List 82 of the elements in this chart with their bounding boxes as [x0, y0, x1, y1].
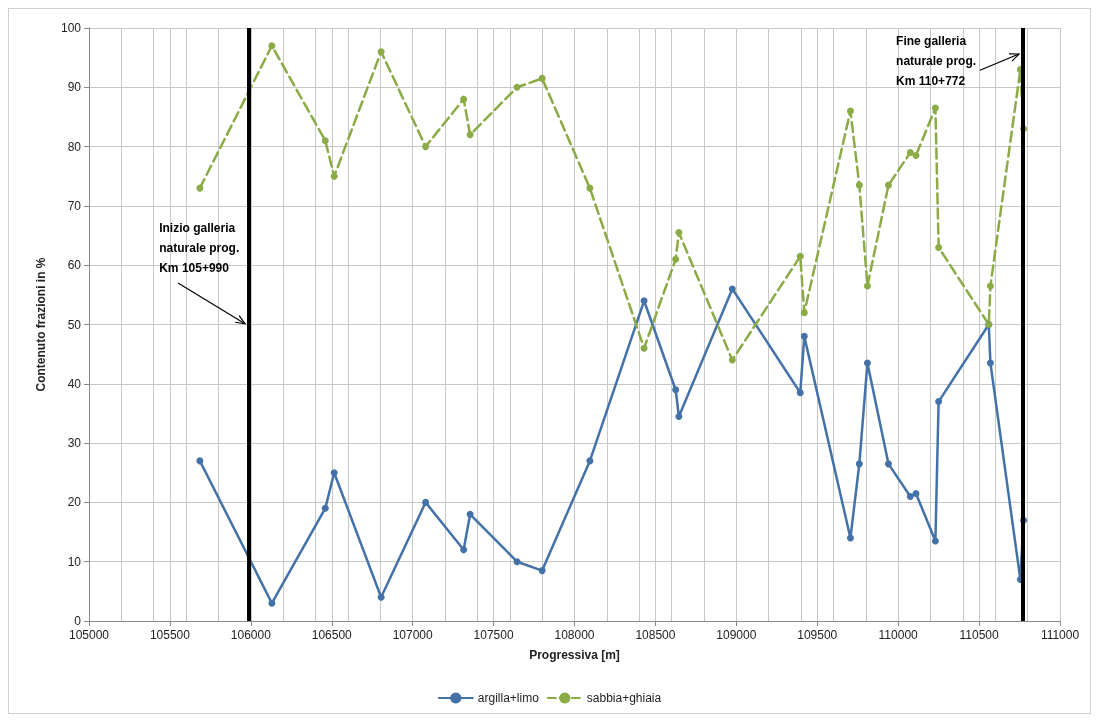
point: [330, 172, 338, 180]
y-tick-label: 0: [74, 614, 82, 628]
ref-line-label: Fine galleria naturale prog. Km 110+772: [896, 33, 977, 88]
point: [513, 83, 521, 91]
point: [640, 344, 648, 352]
point: [672, 386, 680, 394]
y-tick-label: 50: [67, 317, 82, 332]
point: [460, 546, 468, 554]
point: [321, 504, 329, 512]
point: [796, 389, 804, 397]
point: [422, 498, 430, 506]
point: [931, 104, 939, 112]
point: [855, 460, 863, 468]
point: [513, 558, 521, 566]
y-tick-label: 60: [67, 258, 82, 273]
point: [935, 398, 943, 406]
point: [728, 285, 736, 293]
point: [863, 282, 871, 290]
point: [640, 297, 648, 305]
point: [912, 152, 920, 159]
y-tick-label: 80: [67, 139, 82, 154]
point: [377, 48, 385, 56]
x-tick-label: 110500: [959, 628, 999, 642]
point: [884, 460, 892, 468]
point: [268, 599, 276, 607]
point: [800, 332, 808, 340]
point: [538, 567, 546, 575]
point: [846, 107, 854, 115]
legend-label: argilla+limo: [477, 691, 540, 705]
point: [986, 282, 994, 290]
x-tick-label: 106000: [230, 628, 272, 642]
point: [672, 255, 680, 263]
y-tick-label: 70: [67, 198, 82, 213]
x-tick-label: 108500: [635, 628, 676, 642]
point: [796, 252, 804, 260]
point: [931, 537, 939, 545]
point: [935, 243, 943, 251]
point: [675, 412, 683, 420]
point: [855, 181, 863, 189]
y-tick-label: 40: [67, 376, 82, 391]
legend-label: sabbia+ghiaia: [586, 691, 662, 705]
point: [906, 492, 914, 500]
y-tick-label: 10: [67, 554, 82, 569]
point: [466, 131, 474, 139]
point: [846, 534, 854, 542]
x-tick-label: 111000: [1040, 628, 1080, 642]
point: [196, 184, 204, 192]
point: [884, 181, 892, 189]
x-tick-label: 108000: [554, 628, 595, 642]
x-tick-label: 109000: [716, 628, 757, 642]
y-tick-label: 90: [67, 80, 82, 95]
x-tick-label: 105500: [149, 628, 191, 642]
y-tick-label: 20: [67, 495, 82, 510]
y-tick-label: 100: [60, 21, 82, 35]
point: [466, 510, 474, 518]
y-axis-title: Contenuto frazioni in %: [34, 257, 48, 392]
x-tick-label: 107500: [473, 628, 514, 642]
x-axis-title: Progressiva [m]: [529, 648, 620, 662]
point: [321, 137, 329, 145]
x-tick-label: 110000: [878, 628, 919, 642]
x-tick-label: 109500: [797, 628, 838, 642]
x-tick-label: 105000: [68, 628, 110, 642]
point: [800, 309, 808, 317]
point: [912, 490, 920, 497]
point: [586, 457, 594, 465]
point: [460, 95, 468, 103]
point: [377, 593, 385, 601]
point: [675, 229, 683, 237]
y-tick-label: 30: [67, 436, 82, 451]
point: [330, 469, 338, 477]
point: [268, 42, 276, 50]
x-tick-label: 107000: [392, 628, 434, 642]
point: [196, 457, 204, 465]
point: [986, 359, 994, 367]
x-tick-label: 106500: [311, 628, 353, 642]
point: [863, 359, 871, 367]
point: [728, 356, 736, 364]
point: [422, 143, 430, 151]
ref-line-label: Inizio galleria naturale prog. Km 105+990: [159, 220, 240, 275]
point: [586, 184, 594, 192]
point: [538, 74, 546, 82]
point: [906, 149, 914, 157]
